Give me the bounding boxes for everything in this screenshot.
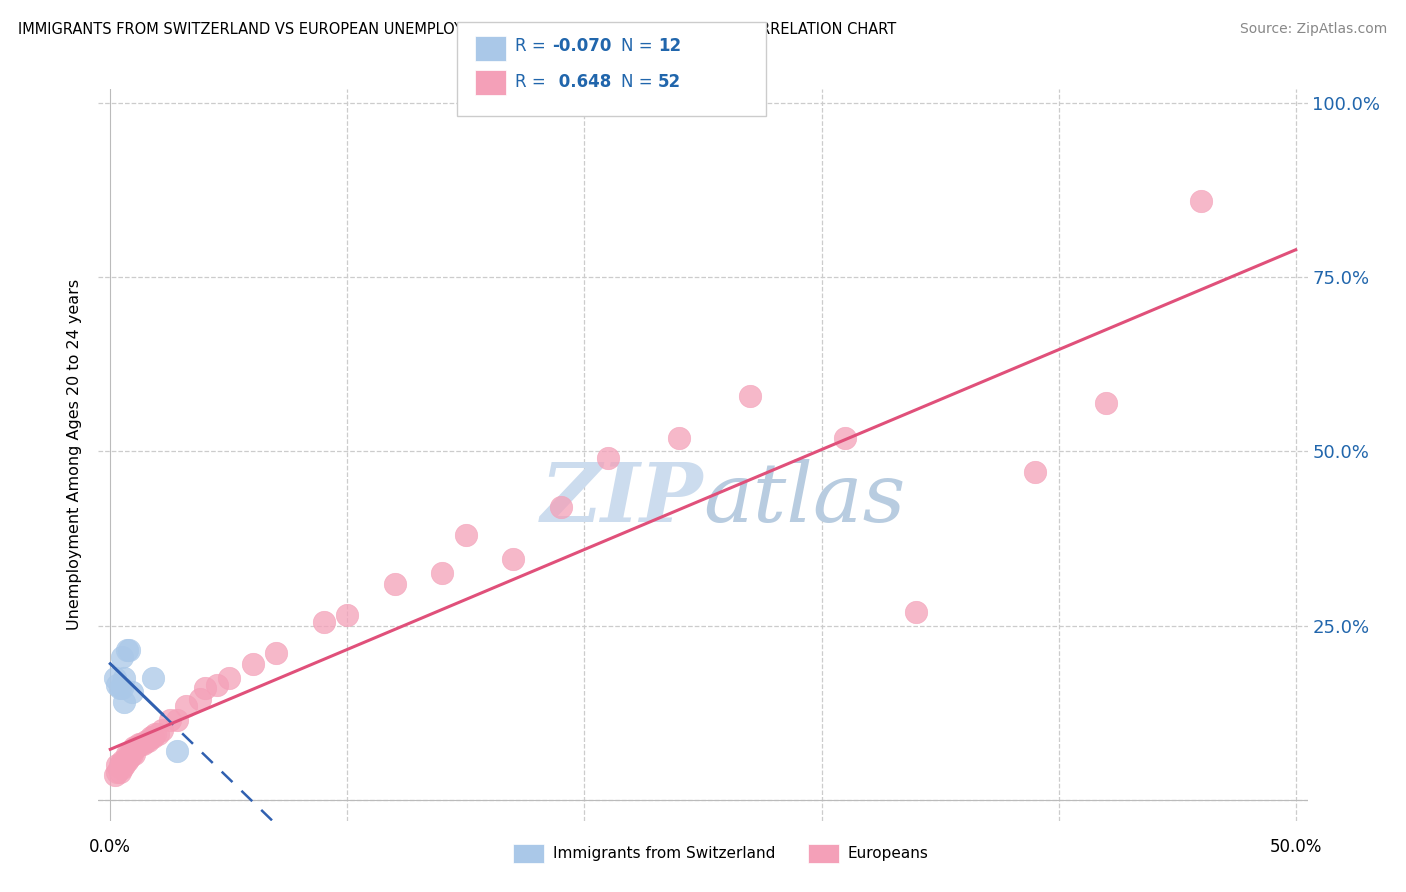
Point <box>336 608 359 623</box>
Text: 12: 12 <box>658 37 681 55</box>
Point <box>218 671 240 685</box>
Point <box>905 605 928 619</box>
Point <box>502 552 524 566</box>
Point <box>108 758 131 772</box>
Point <box>384 576 406 591</box>
Text: 0.0%: 0.0% <box>90 838 131 856</box>
Text: R =: R = <box>515 37 551 55</box>
Text: R =: R = <box>515 73 551 91</box>
Y-axis label: Unemployment Among Ages 20 to 24 years: Unemployment Among Ages 20 to 24 years <box>67 279 83 631</box>
Text: N =: N = <box>621 37 658 55</box>
Point <box>114 758 136 772</box>
Point <box>312 615 335 629</box>
Point <box>159 713 181 727</box>
Point <box>118 643 141 657</box>
Point <box>115 643 138 657</box>
Point <box>125 740 148 755</box>
Point <box>121 747 143 762</box>
Text: -0.070: -0.070 <box>553 37 612 55</box>
Point <box>121 685 143 699</box>
Point <box>834 430 856 444</box>
Text: N =: N = <box>621 73 658 91</box>
Text: Immigrants from Switzerland: Immigrants from Switzerland <box>553 847 775 861</box>
Point <box>108 681 131 696</box>
Point <box>111 761 134 775</box>
Text: atlas: atlas <box>703 458 905 539</box>
Text: IMMIGRANTS FROM SWITZERLAND VS EUROPEAN UNEMPLOYMENT AMONG AGES 20 TO 24 YEARS C: IMMIGRANTS FROM SWITZERLAND VS EUROPEAN … <box>18 22 897 37</box>
Point <box>146 726 169 740</box>
Point <box>115 755 138 769</box>
Point <box>1189 194 1212 208</box>
Point <box>105 678 128 692</box>
Point <box>122 747 145 762</box>
Point <box>166 713 188 727</box>
Point <box>105 764 128 779</box>
Point <box>139 730 162 744</box>
Point <box>174 698 197 713</box>
Point <box>122 740 145 755</box>
Point <box>668 430 690 444</box>
Point <box>105 758 128 772</box>
Point <box>136 733 159 747</box>
Point <box>128 737 150 751</box>
Point <box>205 678 228 692</box>
Point <box>135 733 157 747</box>
Point <box>129 737 152 751</box>
Point <box>111 681 134 696</box>
Point <box>143 726 166 740</box>
Point <box>114 695 136 709</box>
Point <box>111 649 134 664</box>
Text: ZIP: ZIP <box>540 458 703 539</box>
Point <box>550 500 572 515</box>
Point <box>194 681 217 696</box>
Point <box>190 691 212 706</box>
Point <box>166 744 188 758</box>
Point <box>132 737 155 751</box>
Point <box>454 528 477 542</box>
Point <box>114 755 136 769</box>
Point <box>104 671 127 685</box>
Point <box>111 755 134 769</box>
Point <box>114 671 136 685</box>
Point <box>264 647 287 661</box>
Point <box>242 657 264 671</box>
Point <box>598 451 620 466</box>
Text: 0.648: 0.648 <box>553 73 610 91</box>
Point <box>1024 466 1046 480</box>
Point <box>118 747 141 762</box>
Text: Europeans: Europeans <box>848 847 929 861</box>
Point <box>142 730 165 744</box>
Point <box>1095 395 1118 409</box>
Point <box>118 751 141 765</box>
Text: 50.0%: 50.0% <box>1270 838 1322 856</box>
Point <box>121 744 143 758</box>
Point <box>115 747 138 762</box>
Point <box>432 566 454 581</box>
Point <box>152 723 174 737</box>
Point <box>104 768 127 782</box>
Point <box>108 764 131 779</box>
Point <box>740 389 762 403</box>
Text: 52: 52 <box>658 73 681 91</box>
Point <box>142 671 165 685</box>
Text: Source: ZipAtlas.com: Source: ZipAtlas.com <box>1240 22 1388 37</box>
